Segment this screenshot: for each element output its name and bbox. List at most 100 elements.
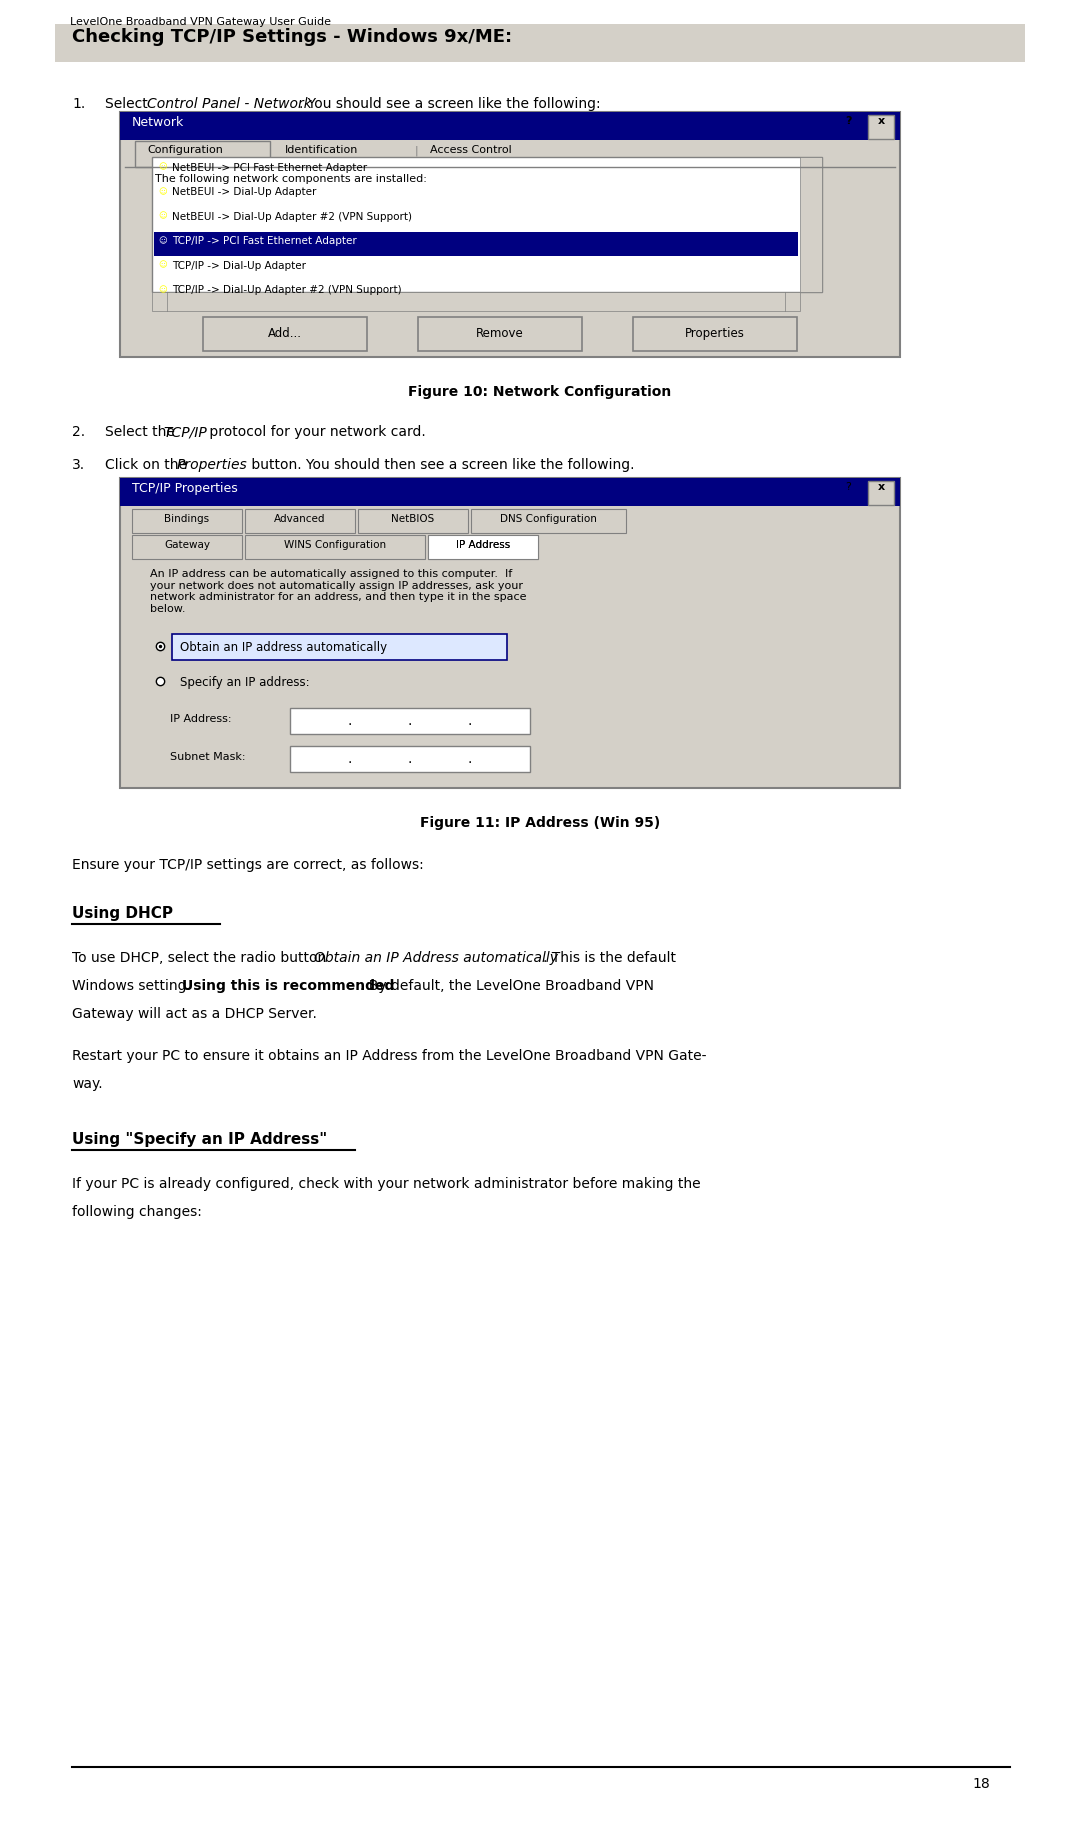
Text: Properties: Properties <box>685 326 745 341</box>
Text: If your PC is already configured, check with your network administrator before m: If your PC is already configured, check … <box>72 1177 701 1192</box>
Text: ?: ? <box>845 483 851 492</box>
Text: An IP address can be automatically assigned to this computer.  If
your network d: An IP address can be automatically assig… <box>150 568 527 614</box>
Bar <box>152 292 800 312</box>
Text: Bindings: Bindings <box>164 514 210 525</box>
Text: .: . <box>348 714 352 729</box>
Bar <box>428 536 538 559</box>
Bar <box>154 231 798 257</box>
Text: . By default, the LevelOne Broadband VPN: . By default, the LevelOne Broadband VPN <box>360 978 654 993</box>
Bar <box>428 536 538 559</box>
Bar <box>291 709 530 734</box>
Text: TCP/IP -> Dial-Up Adapter: TCP/IP -> Dial-Up Adapter <box>172 261 306 271</box>
Text: To use DHCP, select the radio button: To use DHCP, select the radio button <box>72 951 330 966</box>
Text: Identification: Identification <box>285 146 359 155</box>
FancyBboxPatch shape <box>633 317 797 352</box>
Text: Click on the: Click on the <box>105 457 191 472</box>
Text: x: x <box>878 117 886 126</box>
Bar <box>291 745 530 773</box>
Text: LevelOne Broadband VPN Gateway User Guide: LevelOne Broadband VPN Gateway User Guid… <box>70 16 330 27</box>
Bar <box>120 111 900 140</box>
Text: .: . <box>468 752 472 765</box>
Bar <box>120 477 900 787</box>
Text: NetBIOS: NetBIOS <box>391 514 434 525</box>
Bar <box>800 157 822 292</box>
Text: way.: way. <box>72 1077 103 1091</box>
Bar <box>132 536 242 559</box>
Bar <box>130 561 890 783</box>
Text: ?: ? <box>845 117 851 126</box>
Text: 2.: 2. <box>72 425 85 439</box>
Text: protocol for your network card.: protocol for your network card. <box>205 425 426 439</box>
Text: .: . <box>408 752 413 765</box>
Text: IP Address: IP Address <box>456 539 510 550</box>
FancyBboxPatch shape <box>135 140 270 168</box>
Text: Figure 11: IP Address (Win 95): Figure 11: IP Address (Win 95) <box>420 816 660 831</box>
Text: Subnet Mask:: Subnet Mask: <box>170 752 245 762</box>
Text: ☺: ☺ <box>158 261 166 270</box>
Text: TCP/IP -> Dial-Up Adapter #2 (VPN Support): TCP/IP -> Dial-Up Adapter #2 (VPN Suppor… <box>172 286 402 295</box>
Bar <box>868 115 894 138</box>
Bar <box>245 536 426 559</box>
Text: ☺: ☺ <box>158 286 166 295</box>
Bar <box>132 508 242 534</box>
Text: .: . <box>408 714 413 729</box>
Text: WINS Configuration: WINS Configuration <box>284 539 386 550</box>
Text: Windows setting.: Windows setting. <box>72 978 195 993</box>
Text: Obtain an IP address automatically: Obtain an IP address automatically <box>180 641 387 654</box>
Text: 18: 18 <box>972 1776 990 1791</box>
Bar <box>120 477 900 507</box>
Text: Using this is recommended: Using this is recommended <box>183 978 394 993</box>
Bar <box>130 169 890 352</box>
Text: TCP/IP: TCP/IP <box>163 425 206 439</box>
Text: .: . <box>468 714 472 729</box>
Bar <box>471 508 626 534</box>
Bar <box>868 481 894 505</box>
Text: button. You should then see a screen like the following.: button. You should then see a screen lik… <box>247 457 635 472</box>
Text: DNS Configuration: DNS Configuration <box>500 514 597 525</box>
Text: ☺: ☺ <box>158 162 166 171</box>
FancyBboxPatch shape <box>203 317 367 352</box>
Text: |: | <box>415 146 419 155</box>
Text: Network: Network <box>132 117 185 129</box>
Text: .: . <box>348 752 352 765</box>
Bar <box>172 634 507 660</box>
Text: NetBEUI -> PCI Fast Ethernet Adapter: NetBEUI -> PCI Fast Ethernet Adapter <box>172 162 367 173</box>
Bar <box>245 508 355 534</box>
Text: Select the: Select the <box>105 425 179 439</box>
Text: Remove: Remove <box>476 326 524 341</box>
Text: Using DHCP: Using DHCP <box>72 906 173 920</box>
Text: ☺: ☺ <box>158 211 166 220</box>
Text: Figure 10: Network Configuration: Figure 10: Network Configuration <box>408 384 672 399</box>
Text: NetBEUI -> Dial-Up Adapter: NetBEUI -> Dial-Up Adapter <box>172 188 316 197</box>
Text: TCP/IP -> PCI Fast Ethernet Adapter: TCP/IP -> PCI Fast Ethernet Adapter <box>172 237 356 246</box>
Text: Using "Specify an IP Address": Using "Specify an IP Address" <box>72 1131 327 1148</box>
Text: 1.: 1. <box>72 97 85 111</box>
Text: Obtain an IP Address automatically: Obtain an IP Address automatically <box>314 951 558 966</box>
Text: Gateway: Gateway <box>164 539 210 550</box>
Text: Properties: Properties <box>177 457 247 472</box>
Text: x: x <box>878 483 886 492</box>
Text: Restart your PC to ensure it obtains an IP Address from the LevelOne Broadband V: Restart your PC to ensure it obtains an … <box>72 1049 706 1062</box>
Text: 3.: 3. <box>72 457 85 472</box>
Text: following changes:: following changes: <box>72 1204 202 1219</box>
Text: IP Address:: IP Address: <box>170 714 231 723</box>
Text: Add...: Add... <box>268 326 302 341</box>
Text: Advanced: Advanced <box>274 514 326 525</box>
Text: NetBEUI -> Dial-Up Adapter #2 (VPN Support): NetBEUI -> Dial-Up Adapter #2 (VPN Suppo… <box>172 211 411 222</box>
Text: . You should see a screen like the following:: . You should see a screen like the follo… <box>299 97 600 111</box>
FancyBboxPatch shape <box>418 317 582 352</box>
Text: TCP/IP Properties: TCP/IP Properties <box>132 483 238 496</box>
Text: The following network components are installed:: The following network components are ins… <box>156 173 427 184</box>
Text: Gateway will act as a DHCP Server.: Gateway will act as a DHCP Server. <box>72 1008 316 1020</box>
Bar <box>55 24 1025 62</box>
Text: Checking TCP/IP Settings - Windows 9x/ME:: Checking TCP/IP Settings - Windows 9x/ME… <box>72 27 512 46</box>
Text: Select: Select <box>105 97 152 111</box>
Text: Access Control: Access Control <box>430 146 512 155</box>
Bar <box>120 111 900 357</box>
Text: Ensure your TCP/IP settings are correct, as follows:: Ensure your TCP/IP settings are correct,… <box>72 858 423 873</box>
Text: Configuration: Configuration <box>147 146 222 155</box>
Bar <box>152 157 822 292</box>
Text: IP Address: IP Address <box>456 539 510 550</box>
Bar <box>357 508 468 534</box>
Text: ☺: ☺ <box>158 237 166 246</box>
